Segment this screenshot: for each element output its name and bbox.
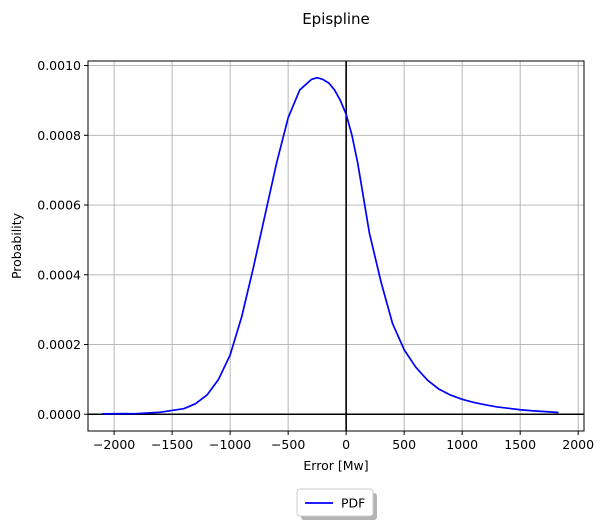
x-axis-label: Error [Mw]: [303, 458, 368, 473]
x-tick-label: 1500: [504, 437, 536, 452]
legend-label-pdf: PDF: [341, 496, 365, 511]
y-axis-ticks: 0.0000 0.0002 0.0004 0.0006 0.0008 0.0010: [37, 58, 88, 422]
x-tick-label: −2000: [93, 437, 135, 452]
x-tick-label: 500: [392, 437, 416, 452]
grid: [88, 61, 584, 431]
x-tick-label: 2000: [562, 437, 594, 452]
x-tick-label: 1000: [446, 437, 478, 452]
plot-frame: [87, 60, 585, 432]
legend-box: [296, 488, 374, 517]
y-tick-label: 0.0004: [37, 267, 81, 282]
series-line-pdf: [102, 76, 559, 415]
x-tick-label: 0: [342, 437, 350, 452]
legend[interactable]: PDF: [296, 488, 377, 520]
y-tick-label: 0.0010: [37, 58, 81, 73]
y-tick-label: 0.0002: [37, 337, 81, 352]
x-tick-label: −1500: [151, 437, 193, 452]
y-tick-label: 0.0006: [37, 198, 81, 213]
chart-title: Epispline: [302, 10, 370, 28]
y-tick-label: 0.0000: [37, 407, 81, 422]
y-axis-label: Probability: [9, 212, 24, 279]
x-axis-ticks: −2000 −1500 −1000 −500 0 500 1000 1500 2000: [93, 431, 594, 452]
y-tick-label: 0.0008: [37, 128, 81, 143]
series-layer: [102, 76, 559, 415]
x-tick-label: −1000: [209, 437, 251, 452]
x-tick-label: −500: [271, 437, 305, 452]
reference-lines: [88, 61, 584, 431]
